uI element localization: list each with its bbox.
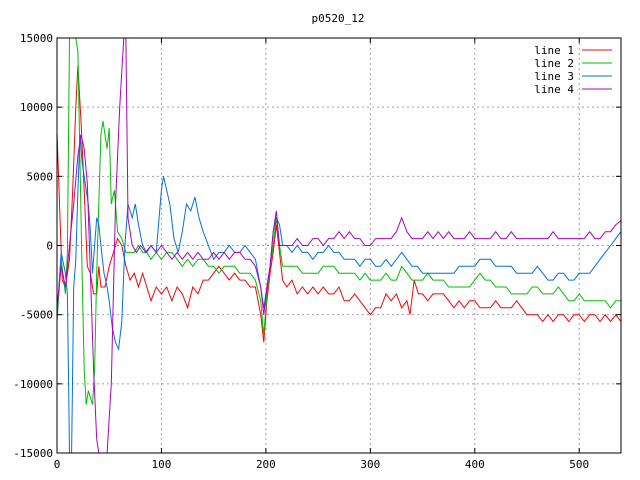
y-tick-label: 10000 — [20, 101, 53, 114]
x-tick-label: 300 — [360, 458, 380, 471]
plot-frame — [56, 37, 622, 454]
series-line-1 — [57, 65, 621, 343]
axis-ticks: 0 100 200 300 400 500 -15000 -10000 -5000 0 5000 10… — [13, 32, 621, 471]
y-tick-label: 5000 — [27, 170, 54, 183]
y-tick-label: -5000 — [20, 309, 53, 322]
x-tick-label: 500 — [569, 458, 589, 471]
x-tick-label: 400 — [465, 458, 485, 471]
grid — [57, 38, 621, 453]
x-tick-label: 0 — [54, 458, 61, 471]
legend-label-3: line 3 — [534, 70, 574, 83]
series-line-2 — [57, 38, 621, 405]
series-line-3 — [57, 134, 621, 453]
series-line-4 — [57, 38, 621, 453]
y-tick-label: -10000 — [13, 378, 53, 391]
y-tick-label: 0 — [46, 240, 53, 253]
x-tick-label: 100 — [152, 458, 172, 471]
y-tick-label: -15000 — [13, 447, 53, 460]
series-group — [57, 38, 621, 453]
y-tick-label: 15000 — [20, 32, 53, 45]
legend-label-1: line 1 — [534, 44, 574, 57]
legend-label-2: line 2 — [534, 57, 574, 70]
x-tick-label: 200 — [256, 458, 276, 471]
legend-label-4: line 4 — [534, 83, 574, 96]
chart-title: p0520_12 — [312, 12, 365, 25]
